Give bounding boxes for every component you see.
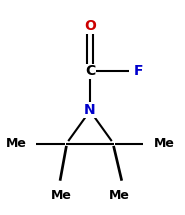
Text: Me: Me	[154, 137, 174, 150]
Text: O: O	[84, 19, 96, 33]
Text: Me: Me	[6, 137, 26, 150]
Text: C: C	[85, 64, 95, 78]
Text: Me: Me	[109, 189, 130, 202]
Text: Me: Me	[51, 189, 71, 202]
Text: F: F	[134, 64, 143, 78]
Text: N: N	[84, 103, 96, 117]
